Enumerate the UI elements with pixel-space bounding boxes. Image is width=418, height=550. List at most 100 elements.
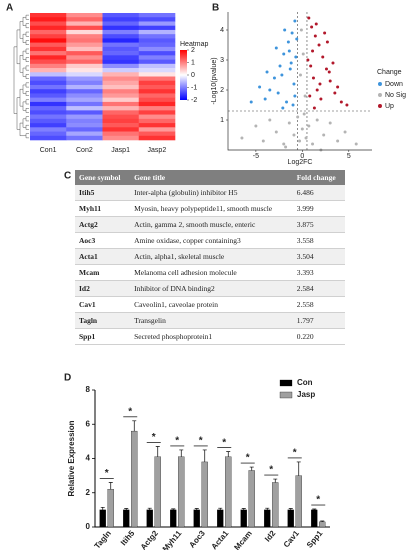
table-cell: Inter-alpha (globulin) inhibitor H5 bbox=[130, 185, 293, 201]
heatmap-cell bbox=[102, 93, 140, 98]
table-cell: Mcam bbox=[75, 264, 131, 281]
heatmap-cell bbox=[30, 123, 67, 128]
point bbox=[343, 130, 347, 134]
legend-label: No Sig bbox=[385, 92, 406, 99]
heatmap-cell bbox=[102, 76, 140, 82]
heatmap-cell bbox=[138, 110, 176, 115]
heatmap-cell bbox=[66, 131, 103, 137]
point bbox=[268, 118, 272, 122]
heatmap-cell bbox=[138, 42, 176, 48]
significance: * bbox=[199, 436, 203, 447]
point bbox=[261, 139, 265, 143]
table-row: Cav1 Caveolin1, caveolae protein 2.558 bbox=[75, 296, 345, 313]
table-cell: 3.875 bbox=[292, 216, 345, 233]
heatmap-cell bbox=[30, 25, 67, 31]
error-bar bbox=[171, 508, 176, 510]
heatmap-cell bbox=[102, 46, 140, 52]
heatmap-cell bbox=[138, 127, 176, 132]
y-tick-label: 3 bbox=[220, 57, 224, 64]
dendrogram bbox=[25, 133, 29, 139]
error-bar bbox=[218, 507, 223, 510]
point bbox=[336, 139, 340, 143]
point bbox=[284, 145, 288, 149]
point bbox=[307, 16, 311, 20]
heatmap-cell bbox=[102, 51, 140, 56]
heatmap-cell bbox=[66, 84, 103, 90]
point bbox=[287, 121, 291, 125]
point bbox=[319, 97, 323, 101]
point bbox=[354, 142, 358, 146]
table-row: Tagln Transgelin 1.797 bbox=[75, 312, 345, 329]
heatmap-cell bbox=[102, 17, 140, 22]
panel-label: C bbox=[64, 171, 71, 182]
table-cell: Actin, alpha1, skeletal muscle bbox=[130, 248, 293, 265]
heatmap-cell bbox=[66, 135, 103, 141]
colorbar-tick-label: -1 bbox=[191, 84, 197, 91]
heatmap-cell bbox=[102, 68, 140, 73]
x-tick-label: Actg2 bbox=[139, 528, 161, 550]
panel-label: A bbox=[6, 3, 13, 14]
table-cell: Melanoma cell adhesion molecule bbox=[130, 264, 293, 281]
point bbox=[315, 88, 319, 92]
heatmap-cell bbox=[102, 55, 140, 60]
error-bar bbox=[249, 466, 254, 471]
dendrogram bbox=[25, 31, 29, 37]
heatmap-cell bbox=[30, 84, 67, 90]
heatmap-cell bbox=[102, 72, 140, 77]
point bbox=[304, 136, 308, 140]
dendrogram bbox=[19, 21, 23, 39]
heatmap-cell bbox=[66, 106, 103, 111]
colorbar-tick-label: 1 bbox=[191, 59, 195, 66]
point bbox=[302, 112, 306, 116]
point bbox=[274, 130, 278, 134]
error-bar bbox=[273, 478, 278, 483]
table-cell: 3.558 bbox=[292, 232, 345, 249]
heatmap-cell bbox=[138, 59, 176, 65]
heatmap-cell bbox=[138, 131, 176, 137]
significance: * bbox=[128, 406, 132, 417]
heatmap-cell bbox=[66, 38, 103, 43]
dendrogram bbox=[25, 57, 29, 62]
heatmap-cell bbox=[30, 51, 67, 56]
dendrogram bbox=[13, 46, 17, 114]
significance: * bbox=[105, 468, 109, 479]
heatmap-cell bbox=[138, 63, 176, 69]
header-row: Gene symbol Gene title Fold change bbox=[75, 170, 345, 185]
heatmap-cell bbox=[66, 25, 103, 31]
table-cell: 3.393 bbox=[292, 264, 345, 281]
error-bar bbox=[320, 520, 325, 522]
header-cell: Gene title bbox=[130, 170, 293, 185]
point bbox=[314, 22, 318, 26]
bar bbox=[264, 509, 271, 528]
dendrogram bbox=[22, 67, 26, 77]
heatmap-cell bbox=[66, 123, 103, 128]
heatmap-cell bbox=[102, 135, 140, 141]
heatmap-cell bbox=[138, 72, 176, 77]
header-cell: Gene symbol bbox=[75, 170, 131, 185]
column-label: Jasp2 bbox=[148, 147, 167, 154]
point bbox=[298, 73, 302, 77]
heatmap-cell bbox=[138, 89, 176, 94]
heatmap-cell bbox=[138, 25, 176, 31]
heatmap-cell bbox=[138, 118, 176, 124]
dendrogram bbox=[19, 55, 23, 73]
heatmap-cell bbox=[138, 80, 176, 86]
error-bar bbox=[265, 507, 270, 510]
heatmap-cell bbox=[30, 76, 67, 82]
point bbox=[300, 127, 304, 131]
heatmap-cell bbox=[138, 114, 176, 120]
legend-label: Up bbox=[385, 103, 394, 110]
x-tick-label: 5 bbox=[347, 153, 351, 160]
dendrogram bbox=[22, 33, 26, 43]
point bbox=[313, 34, 317, 38]
heatmap-cell bbox=[30, 131, 67, 137]
point bbox=[254, 124, 258, 128]
error-bar bbox=[108, 482, 113, 490]
heatmap-cell bbox=[102, 118, 140, 124]
heatmap-cell bbox=[138, 51, 176, 56]
y-tick-label: 4 bbox=[86, 454, 91, 463]
heatmap-cell bbox=[30, 80, 67, 86]
point bbox=[301, 52, 305, 56]
dendrogram bbox=[25, 48, 29, 54]
error-bar bbox=[226, 451, 231, 457]
